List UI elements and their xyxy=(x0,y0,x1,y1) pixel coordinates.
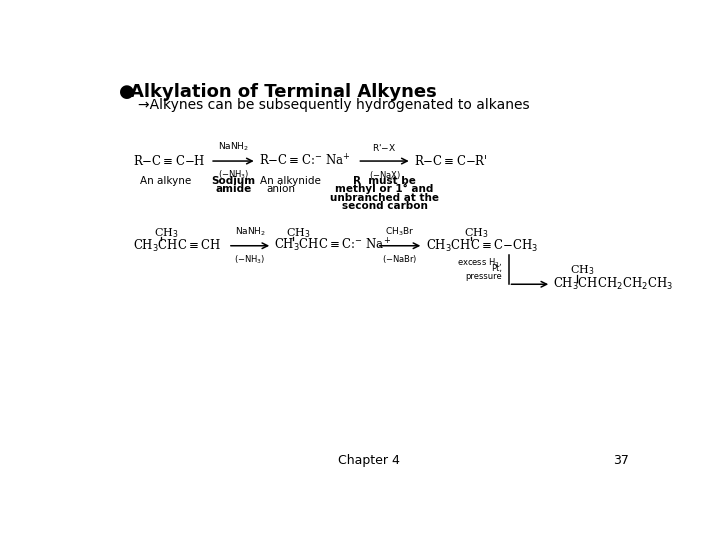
Text: R  must be: R must be xyxy=(353,176,416,186)
Text: NaNH$_2$: NaNH$_2$ xyxy=(218,141,249,153)
Text: R$-$C$\equiv$C$-$R': R$-$C$\equiv$C$-$R' xyxy=(414,154,487,168)
Text: CH$_3$: CH$_3$ xyxy=(154,226,179,240)
Text: CH$_3$CHC$\equiv$C:$^{-}$ Na$^{+}$: CH$_3$CHC$\equiv$C:$^{-}$ Na$^{+}$ xyxy=(274,237,391,254)
Text: second carbon: second carbon xyxy=(341,201,428,211)
Text: ($-$NH$_3$): ($-$NH$_3$) xyxy=(235,253,266,266)
Text: NaNH$_2$: NaNH$_2$ xyxy=(235,226,266,238)
Text: Sodium: Sodium xyxy=(211,176,256,186)
Text: methyl or 1° and: methyl or 1° and xyxy=(336,184,433,194)
Text: CH$_3$CHC$\equiv$C$-$CH$_3$: CH$_3$CHC$\equiv$C$-$CH$_3$ xyxy=(426,238,538,254)
Text: unbranched at the: unbranched at the xyxy=(330,193,439,202)
Text: →Alkynes can be subsequently hydrogenated to alkanes: →Alkynes can be subsequently hydrogenate… xyxy=(138,98,530,112)
Text: amide: amide xyxy=(215,184,251,194)
Text: anion: anion xyxy=(266,184,296,194)
Text: ●: ● xyxy=(120,83,135,101)
Text: CH$_3$: CH$_3$ xyxy=(286,226,310,240)
Text: ($-$NH$_3$): ($-$NH$_3$) xyxy=(217,168,249,181)
Text: 37: 37 xyxy=(613,454,629,467)
Text: ($-$NaBr): ($-$NaBr) xyxy=(382,253,418,266)
Text: CH$_3$Br: CH$_3$Br xyxy=(385,226,415,238)
Text: R$-$C$\equiv$C$-$H: R$-$C$\equiv$C$-$H xyxy=(132,154,205,168)
Text: Alkylation of Terminal Alkynes: Alkylation of Terminal Alkynes xyxy=(130,83,437,101)
Text: Chapter 4: Chapter 4 xyxy=(338,454,400,467)
Text: ($-$NaX): ($-$NaX) xyxy=(369,168,400,181)
Text: R'$-$X: R'$-$X xyxy=(372,143,397,153)
Text: Pt,: Pt, xyxy=(491,264,503,273)
Text: An alkyne: An alkyne xyxy=(140,176,192,186)
Text: R$-$C$\equiv$C:$^{-}$ Na$^{+}$: R$-$C$\equiv$C:$^{-}$ Na$^{+}$ xyxy=(259,153,351,168)
Text: CH$_3$CHC$\equiv$CH: CH$_3$CHC$\equiv$CH xyxy=(132,238,221,254)
Text: An alkynide: An alkynide xyxy=(261,176,321,186)
Text: CH$_3$CHCH$_2$CH$_2$CH$_3$: CH$_3$CHCH$_2$CH$_2$CH$_3$ xyxy=(553,276,672,292)
Text: CH$_3$: CH$_3$ xyxy=(464,226,489,240)
Text: CH$_3$: CH$_3$ xyxy=(570,264,595,277)
Text: pressure: pressure xyxy=(466,272,503,281)
Text: excess H$_2$,: excess H$_2$, xyxy=(457,256,503,269)
